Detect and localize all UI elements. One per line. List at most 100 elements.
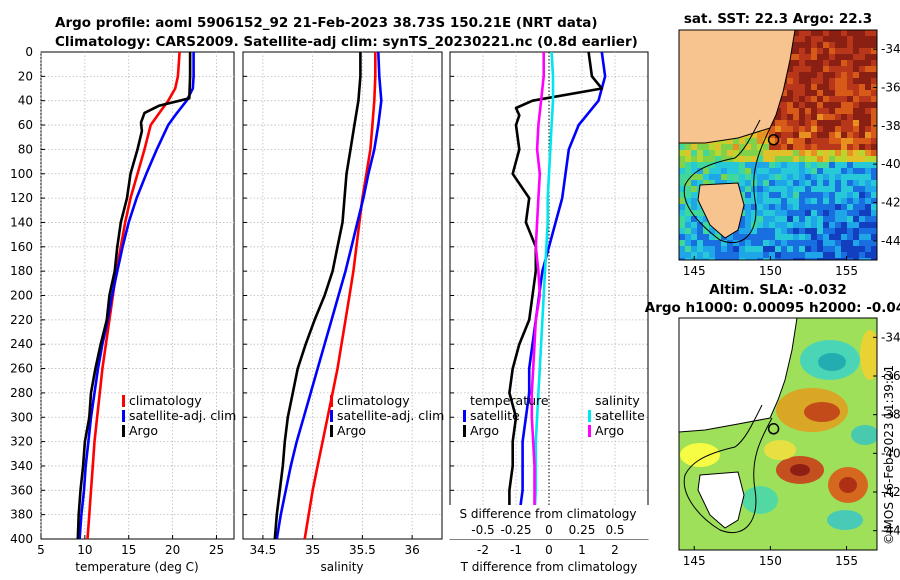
sst-cell xyxy=(679,150,685,156)
sst-cell xyxy=(835,192,841,198)
sst-cell xyxy=(787,210,793,216)
sst-cell xyxy=(721,258,727,260)
sst-cell xyxy=(859,84,865,90)
sst-cell xyxy=(751,252,757,258)
sst-cell xyxy=(811,96,817,102)
sst-cell xyxy=(793,72,799,78)
sst-cell xyxy=(835,204,841,210)
sst-cell xyxy=(799,78,805,84)
sst-cell xyxy=(721,174,727,180)
sst-cell xyxy=(781,174,787,180)
sst-cell xyxy=(745,192,751,198)
sst-cell xyxy=(847,168,853,174)
sst-cell xyxy=(799,108,805,114)
sst-cell xyxy=(799,90,805,96)
sst-cell xyxy=(703,252,709,258)
x-tick-label: 20 xyxy=(165,543,180,557)
sst-cell xyxy=(823,138,829,144)
sst-cell xyxy=(859,96,865,102)
sst-cell xyxy=(865,66,871,72)
sst-cell xyxy=(679,258,685,260)
sst-cell xyxy=(847,144,853,150)
sst-cell xyxy=(805,54,811,60)
sst-cell xyxy=(793,150,799,156)
sst-cell xyxy=(715,258,721,260)
legend-swatch-argo xyxy=(330,425,333,437)
s-difference-xlabel: S difference from climatology xyxy=(460,507,637,521)
sst-cell xyxy=(751,132,757,138)
map-y-tick-label: -42 xyxy=(881,485,900,499)
sst-cell xyxy=(733,258,739,260)
sst-cell xyxy=(781,240,787,246)
sst-cell xyxy=(841,198,847,204)
sst-cell xyxy=(841,210,847,216)
sst-cell xyxy=(775,192,781,198)
sla-australia-land xyxy=(679,318,798,433)
sla-tasmania-land xyxy=(697,471,745,529)
series-line-satellite-adj-clim xyxy=(275,52,383,539)
sst-cell xyxy=(769,150,775,156)
sst-cell xyxy=(781,126,787,132)
sst-cell xyxy=(853,156,859,162)
map-y-tick-label: -42 xyxy=(881,196,900,210)
sst-cell xyxy=(853,258,859,260)
sst-cell xyxy=(835,198,841,204)
sst-cell xyxy=(811,198,817,204)
sst-cell xyxy=(865,84,871,90)
sst-cell xyxy=(847,138,853,144)
sst-cell xyxy=(793,114,799,120)
sst-cell xyxy=(703,162,709,168)
depth-tick-label: 100 xyxy=(10,167,33,181)
sst-cell xyxy=(757,174,763,180)
sst-cell xyxy=(871,186,877,192)
sst-cell xyxy=(841,246,847,252)
sst-cell xyxy=(841,156,847,162)
sst-cell xyxy=(757,234,763,240)
sst-cell xyxy=(781,120,787,126)
sst-cell xyxy=(757,192,763,198)
sst-cell xyxy=(829,108,835,114)
sst-cell xyxy=(787,240,793,246)
sst-cell xyxy=(817,258,823,260)
sst-cell xyxy=(841,174,847,180)
sst-cell xyxy=(817,252,823,258)
sst-cell xyxy=(793,96,799,102)
sst-cell xyxy=(817,72,823,78)
sst-cell xyxy=(739,240,745,246)
depth-tick-label: 0 xyxy=(25,45,33,59)
sst-cell xyxy=(841,66,847,72)
sst-cell xyxy=(829,174,835,180)
sst-cell xyxy=(871,126,877,132)
sst-cell xyxy=(853,144,859,150)
map-y-tick-label: -38 xyxy=(881,408,900,422)
sst-cell xyxy=(835,234,841,240)
sst-cell xyxy=(823,120,829,126)
sst-cell xyxy=(871,54,877,60)
sst-cell xyxy=(739,138,745,144)
sst-cell xyxy=(709,144,715,150)
sst-cell xyxy=(703,180,709,186)
sst-cell xyxy=(781,150,787,156)
sst-map-frame xyxy=(678,29,878,261)
sst-cell xyxy=(823,174,829,180)
sst-cell xyxy=(865,252,871,258)
sst-cell xyxy=(793,126,799,132)
sst-cell xyxy=(781,156,787,162)
sst-cell xyxy=(685,246,691,252)
sst-cell xyxy=(769,210,775,216)
sst-cell xyxy=(829,120,835,126)
sst-cell xyxy=(787,132,793,138)
sst-cell xyxy=(691,180,697,186)
sst-cell xyxy=(871,48,877,54)
sst-cell xyxy=(859,246,865,252)
sst-cell xyxy=(859,204,865,210)
sst-cell xyxy=(745,198,751,204)
sst-cell xyxy=(859,90,865,96)
sst-cell xyxy=(865,30,871,36)
sst-cell xyxy=(799,144,805,150)
x-tick-label: 25 xyxy=(209,543,224,557)
sst-cell xyxy=(847,162,853,168)
sst-cell xyxy=(847,156,853,162)
sst-cell xyxy=(847,186,853,192)
sst-cell xyxy=(871,234,877,240)
